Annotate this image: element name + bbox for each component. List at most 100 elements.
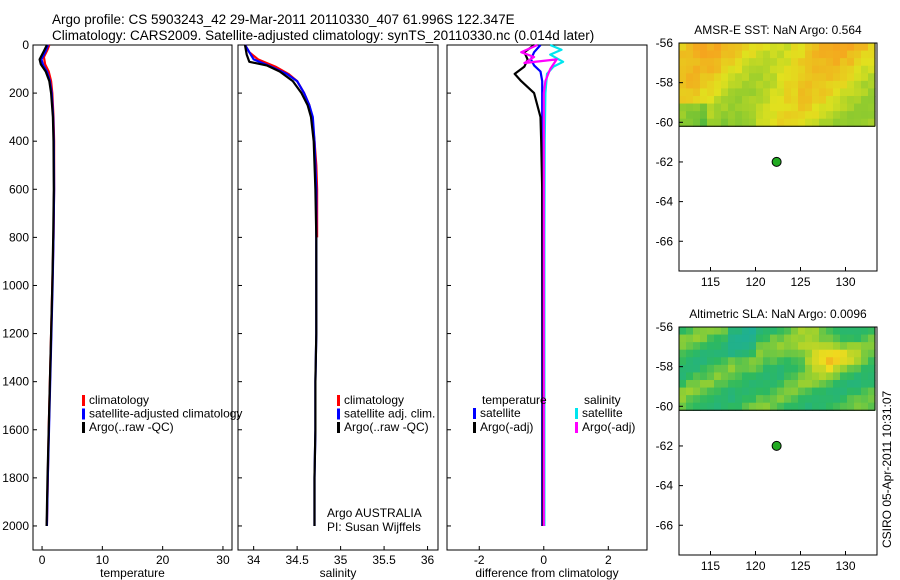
- sla-map-cell: [770, 364, 778, 374]
- sst-map-cell: [798, 118, 806, 127]
- sst-map-cell: [714, 88, 722, 97]
- sla-map-cell: [721, 342, 729, 351]
- sst-map-cell: [812, 80, 820, 90]
- sla-map-cell: [833, 342, 841, 351]
- sla-map-cell: [728, 342, 736, 351]
- sst-map-cell: [763, 80, 771, 90]
- sst-map-cell: [714, 95, 722, 105]
- salinity-xtick-label: 35.5: [372, 553, 396, 567]
- sla-map-cell: [749, 372, 757, 381]
- sst-map-cell: [819, 111, 827, 120]
- sst-map-cell: [791, 103, 799, 112]
- difference-legend: temperaturesatelliteArgo(-adj)salinitysa…: [473, 393, 635, 434]
- sla-map-cell: [798, 349, 806, 358]
- sla-map-xtick-label: 115: [701, 559, 720, 573]
- sla-map-cell: [784, 379, 792, 389]
- sst-map-cell: [749, 103, 757, 112]
- sst-map-cell: [721, 88, 729, 97]
- sst-map-cell: [805, 80, 813, 90]
- sst-map-cell: [700, 65, 708, 74]
- sst-map-cell: [791, 111, 799, 120]
- sla-map-cell: [679, 387, 687, 396]
- sst-map-cell: [819, 65, 827, 74]
- sst-map-cell: [791, 58, 799, 67]
- sst-map-cell: [763, 73, 771, 82]
- sla-map-cell: [770, 357, 778, 366]
- sla-map-cell: [756, 364, 764, 374]
- sst-map-cell: [770, 50, 778, 59]
- sst-map-cell: [868, 73, 876, 82]
- sst-map-cell: [693, 95, 701, 105]
- sst-map-cell: [840, 118, 848, 127]
- sst-map-cell: [819, 43, 827, 52]
- sst-map-cell: [868, 65, 876, 74]
- sst-map-cell: [721, 95, 729, 105]
- sst-map-cell: [861, 95, 869, 105]
- sst-map-cell: [805, 65, 813, 74]
- sla-map-cell: [728, 372, 736, 381]
- sla-map-cell: [756, 372, 764, 381]
- sla-map-cell: [714, 357, 722, 366]
- sla-map-cell: [693, 372, 701, 381]
- sst-map-cell: [749, 111, 757, 120]
- sst-map-cell: [798, 65, 806, 74]
- sla-map-xtick-label: 130: [835, 559, 855, 573]
- sst-map-cell: [728, 118, 736, 127]
- sla-map-cell: [756, 379, 764, 389]
- sst-map-cell: [742, 88, 750, 97]
- sst-map-cell: [735, 95, 743, 105]
- sla-map-cell: [833, 349, 841, 358]
- sst-map-cell: [784, 58, 792, 67]
- sla-map-cell: [714, 349, 722, 358]
- depth-tick-label: 1600: [2, 423, 29, 437]
- sst-map-cell: [854, 43, 862, 52]
- sla-map-cell: [819, 334, 827, 343]
- salinity-frame: [237, 44, 439, 551]
- sla-map-cell: [784, 342, 792, 351]
- sst-map-cell: [756, 95, 764, 105]
- sst-map-cell: [756, 65, 764, 74]
- sst-map-cell: [693, 50, 701, 59]
- temperature-legend-entry: climatology: [89, 393, 149, 407]
- sst-map-cell: [854, 103, 862, 112]
- sst-map-cell: [721, 58, 729, 67]
- sst-map-cell: [679, 80, 687, 90]
- sla-map-cell: [826, 334, 834, 343]
- sla-map-cell: [735, 387, 743, 396]
- sla-map-cell: [854, 327, 862, 336]
- sla-map-cell: [826, 357, 834, 366]
- sst-map-xtick-label: 115: [701, 275, 720, 289]
- sla-map-cell: [742, 379, 750, 389]
- temperature-series-argo-raw-qc-: [38, 44, 55, 527]
- sst-map-cell: [805, 43, 813, 52]
- sla-map-cell: [791, 342, 799, 351]
- sla-map-cell: [784, 364, 792, 374]
- sst-map-cell: [693, 73, 701, 82]
- sla-map-cell: [728, 402, 736, 411]
- sla-map-cell: [861, 349, 869, 358]
- sla-map-cell: [770, 372, 778, 381]
- sst-map-cell: [686, 118, 694, 127]
- sst-map-cell: [805, 88, 813, 97]
- sla-map-cell: [861, 357, 869, 366]
- sla-map-cell: [735, 402, 743, 411]
- sst-map-cell: [861, 118, 869, 127]
- sst-map-cell: [777, 118, 785, 127]
- sst-map-cell: [847, 103, 855, 112]
- sla-map-cell: [840, 357, 848, 366]
- sst-map-cell: [721, 103, 729, 112]
- sla-map-cell: [714, 334, 722, 343]
- sst-map-cell: [714, 103, 722, 112]
- sla-map-cell: [805, 327, 813, 336]
- sst-map-cell: [756, 50, 764, 59]
- sla-map-cell: [707, 395, 715, 404]
- sla-map-cell: [840, 387, 848, 396]
- difference-series-salinity-argo-adj-: [520, 43, 558, 526]
- sla-map-cell: [791, 349, 799, 358]
- sla-map-cell: [868, 402, 876, 411]
- sst-map-cell: [686, 58, 694, 67]
- salinity-xtick-label: 35: [334, 553, 348, 567]
- sst-map-cell: [679, 111, 687, 120]
- sst-map-cell: [861, 103, 869, 112]
- sst-map-float-marker: [771, 156, 782, 167]
